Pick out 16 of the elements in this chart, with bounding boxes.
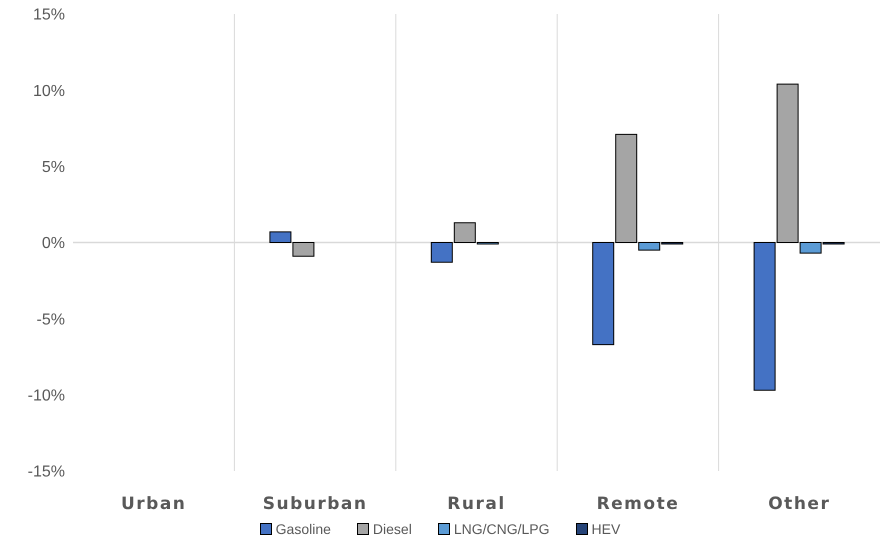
y-tick-label: -15% (28, 464, 65, 481)
x-tick-label: Other (768, 494, 830, 514)
x-tick-label: Rural (447, 494, 506, 514)
legend-label: Diesel (372, 521, 412, 537)
y-tick-label: 15% (32, 6, 65, 24)
y-tick-label: 0% (42, 235, 65, 252)
y-tick-label: 5% (42, 159, 65, 176)
x-tick-label: Suburban (262, 494, 368, 514)
y-tick-label: -10% (28, 388, 65, 405)
legend-label: LNG/CNG/LPG (452, 521, 550, 537)
y-tick-label: -5% (36, 311, 65, 328)
legend-label: Gasoline (274, 521, 331, 537)
y-tick-label: 10% (32, 82, 65, 100)
x-tick-label: Urban (120, 494, 186, 514)
legend-label: HEV (590, 521, 620, 537)
x-tick-label: Remote (596, 494, 680, 514)
